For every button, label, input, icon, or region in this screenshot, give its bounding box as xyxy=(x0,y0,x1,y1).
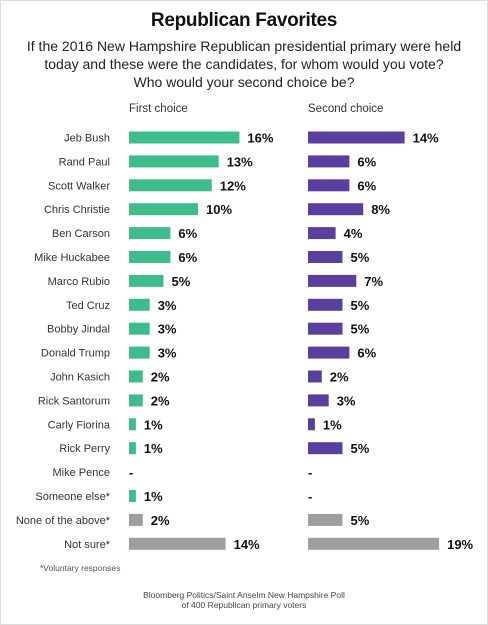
second-choice-bar xyxy=(308,274,357,287)
second-choice-value-label: 2% xyxy=(330,370,349,385)
first-choice-bar xyxy=(129,418,136,431)
first-choice-bar xyxy=(129,251,171,263)
second-choice-value-label: 4% xyxy=(344,226,363,241)
chart-title: Republican Favorites xyxy=(150,10,338,31)
first-choice-value-label: 5% xyxy=(172,274,191,289)
second-choice-value-label: 14% xyxy=(413,131,439,146)
category-label: Rick Perry xyxy=(59,443,110,455)
second-choice-bar xyxy=(308,131,405,144)
source-line-2: of 400 Republican primary voters xyxy=(181,600,307,610)
chart-subtitle-line-1: If the 2016 New Hampshire Republican pre… xyxy=(26,38,462,54)
first-choice-bar xyxy=(129,131,240,144)
first-choice-bar xyxy=(129,227,171,240)
second-choice-bar xyxy=(308,394,329,407)
second-choice-value-label: 19% xyxy=(447,537,473,552)
first-choice-value-label: 2% xyxy=(151,513,170,528)
first-choice-value-label: 1% xyxy=(144,489,163,504)
first-choice-value-label: 6% xyxy=(178,250,197,265)
category-label: John Kasich xyxy=(50,372,110,384)
first-choice-bar xyxy=(129,274,164,287)
first-choice-bar xyxy=(129,298,150,311)
first-choice-bar xyxy=(129,370,143,383)
first-choice-value-label: 14% xyxy=(234,537,260,552)
first-choice-value-label: 1% xyxy=(144,417,163,432)
second-choice-value-label: 5% xyxy=(351,298,370,313)
category-label: Donald Trump xyxy=(41,348,110,360)
first-choice-value-label: 13% xyxy=(227,154,253,169)
first-choice-value-label: 6% xyxy=(178,226,197,241)
second-choice-value-label: 8% xyxy=(371,202,390,217)
second-choice-bar xyxy=(308,370,322,383)
second-choice-value-label: 6% xyxy=(357,154,376,169)
first-choice-bar xyxy=(129,346,150,359)
second-choice-value-label: 5% xyxy=(351,441,370,456)
first-choice-bar xyxy=(129,155,219,168)
second-choice-value-label: 7% xyxy=(364,274,383,289)
second-choice-bar xyxy=(308,442,343,455)
first-choice-value-label: 16% xyxy=(247,131,273,146)
first-choice-bar xyxy=(129,442,136,455)
chart-subtitle-line-2: today and these were the candidates, for… xyxy=(44,56,444,72)
second-choice-value-label: 6% xyxy=(357,178,376,193)
first-choice-value-label: - xyxy=(129,465,133,480)
category-label: Jeb Bush xyxy=(64,133,110,145)
second-choice-bar xyxy=(308,251,343,263)
second-choice-bar xyxy=(308,418,315,431)
second-choice-value-label: - xyxy=(308,465,312,480)
category-label: Chris Christie xyxy=(44,204,110,216)
category-label: Someone else* xyxy=(35,491,110,503)
first-choice-value-label: 3% xyxy=(158,298,177,313)
chart-subtitle-line-3: Who would your second choice be? xyxy=(133,74,355,90)
category-label: Rick Santorum xyxy=(38,395,110,407)
second-choice-bar xyxy=(308,179,350,192)
category-label: Rand Paul xyxy=(59,156,110,168)
first-choice-value-label: 12% xyxy=(220,178,246,193)
first-choice-bar xyxy=(129,394,143,407)
second-choice-bar xyxy=(308,322,343,335)
footnote: *Voluntary responses xyxy=(40,563,121,573)
first-choice-value-label: 1% xyxy=(144,441,163,456)
first-choice-value-label: 2% xyxy=(151,393,170,408)
second-choice-value-label: 5% xyxy=(351,513,370,528)
first-choice-value-label: 10% xyxy=(206,202,232,217)
second-choice-value-label: 3% xyxy=(337,393,356,408)
second-choice-value-label: 6% xyxy=(357,346,376,361)
first-choice-header: First choice xyxy=(129,103,188,115)
second-choice-bar xyxy=(308,298,343,311)
second-choice-bar xyxy=(308,227,336,240)
category-label: Ben Carson xyxy=(52,228,110,240)
category-label: Carly Fiorina xyxy=(48,419,111,431)
second-choice-header: Second choice xyxy=(308,103,384,115)
source-line-1: Bloomberg Politics/Saint Anselm New Hamp… xyxy=(143,590,345,600)
first-choice-bar xyxy=(129,179,212,192)
category-label: None of the above* xyxy=(16,515,111,527)
category-label: Marco Rubio xyxy=(48,276,110,288)
second-choice-value-label: 5% xyxy=(351,250,370,265)
second-choice-bar xyxy=(308,346,350,359)
first-choice-bar xyxy=(129,203,198,216)
first-choice-value-label: 2% xyxy=(151,370,170,385)
first-choice-bar xyxy=(129,490,136,502)
category-label: Mike Pence xyxy=(53,467,110,479)
second-choice-bar xyxy=(308,203,364,216)
category-label: Bobby Jindal xyxy=(47,324,110,336)
category-label: Ted Cruz xyxy=(66,300,110,312)
second-choice-value-label: 5% xyxy=(351,322,370,337)
first-choice-bar xyxy=(129,322,150,335)
category-label: Mike Huckabee xyxy=(34,252,110,264)
second-choice-bar xyxy=(308,537,440,550)
first-choice-bar xyxy=(129,513,143,526)
second-choice-value-label: 1% xyxy=(323,417,342,432)
category-label: Scott Walker xyxy=(48,180,110,192)
second-choice-bar xyxy=(308,155,350,168)
second-choice-bar xyxy=(308,513,343,526)
second-choice-value-label: - xyxy=(308,489,312,504)
first-choice-bar xyxy=(129,537,226,550)
first-choice-value-label: 3% xyxy=(158,322,177,337)
first-choice-value-label: 3% xyxy=(158,346,177,361)
category-label: Not sure* xyxy=(64,539,111,551)
